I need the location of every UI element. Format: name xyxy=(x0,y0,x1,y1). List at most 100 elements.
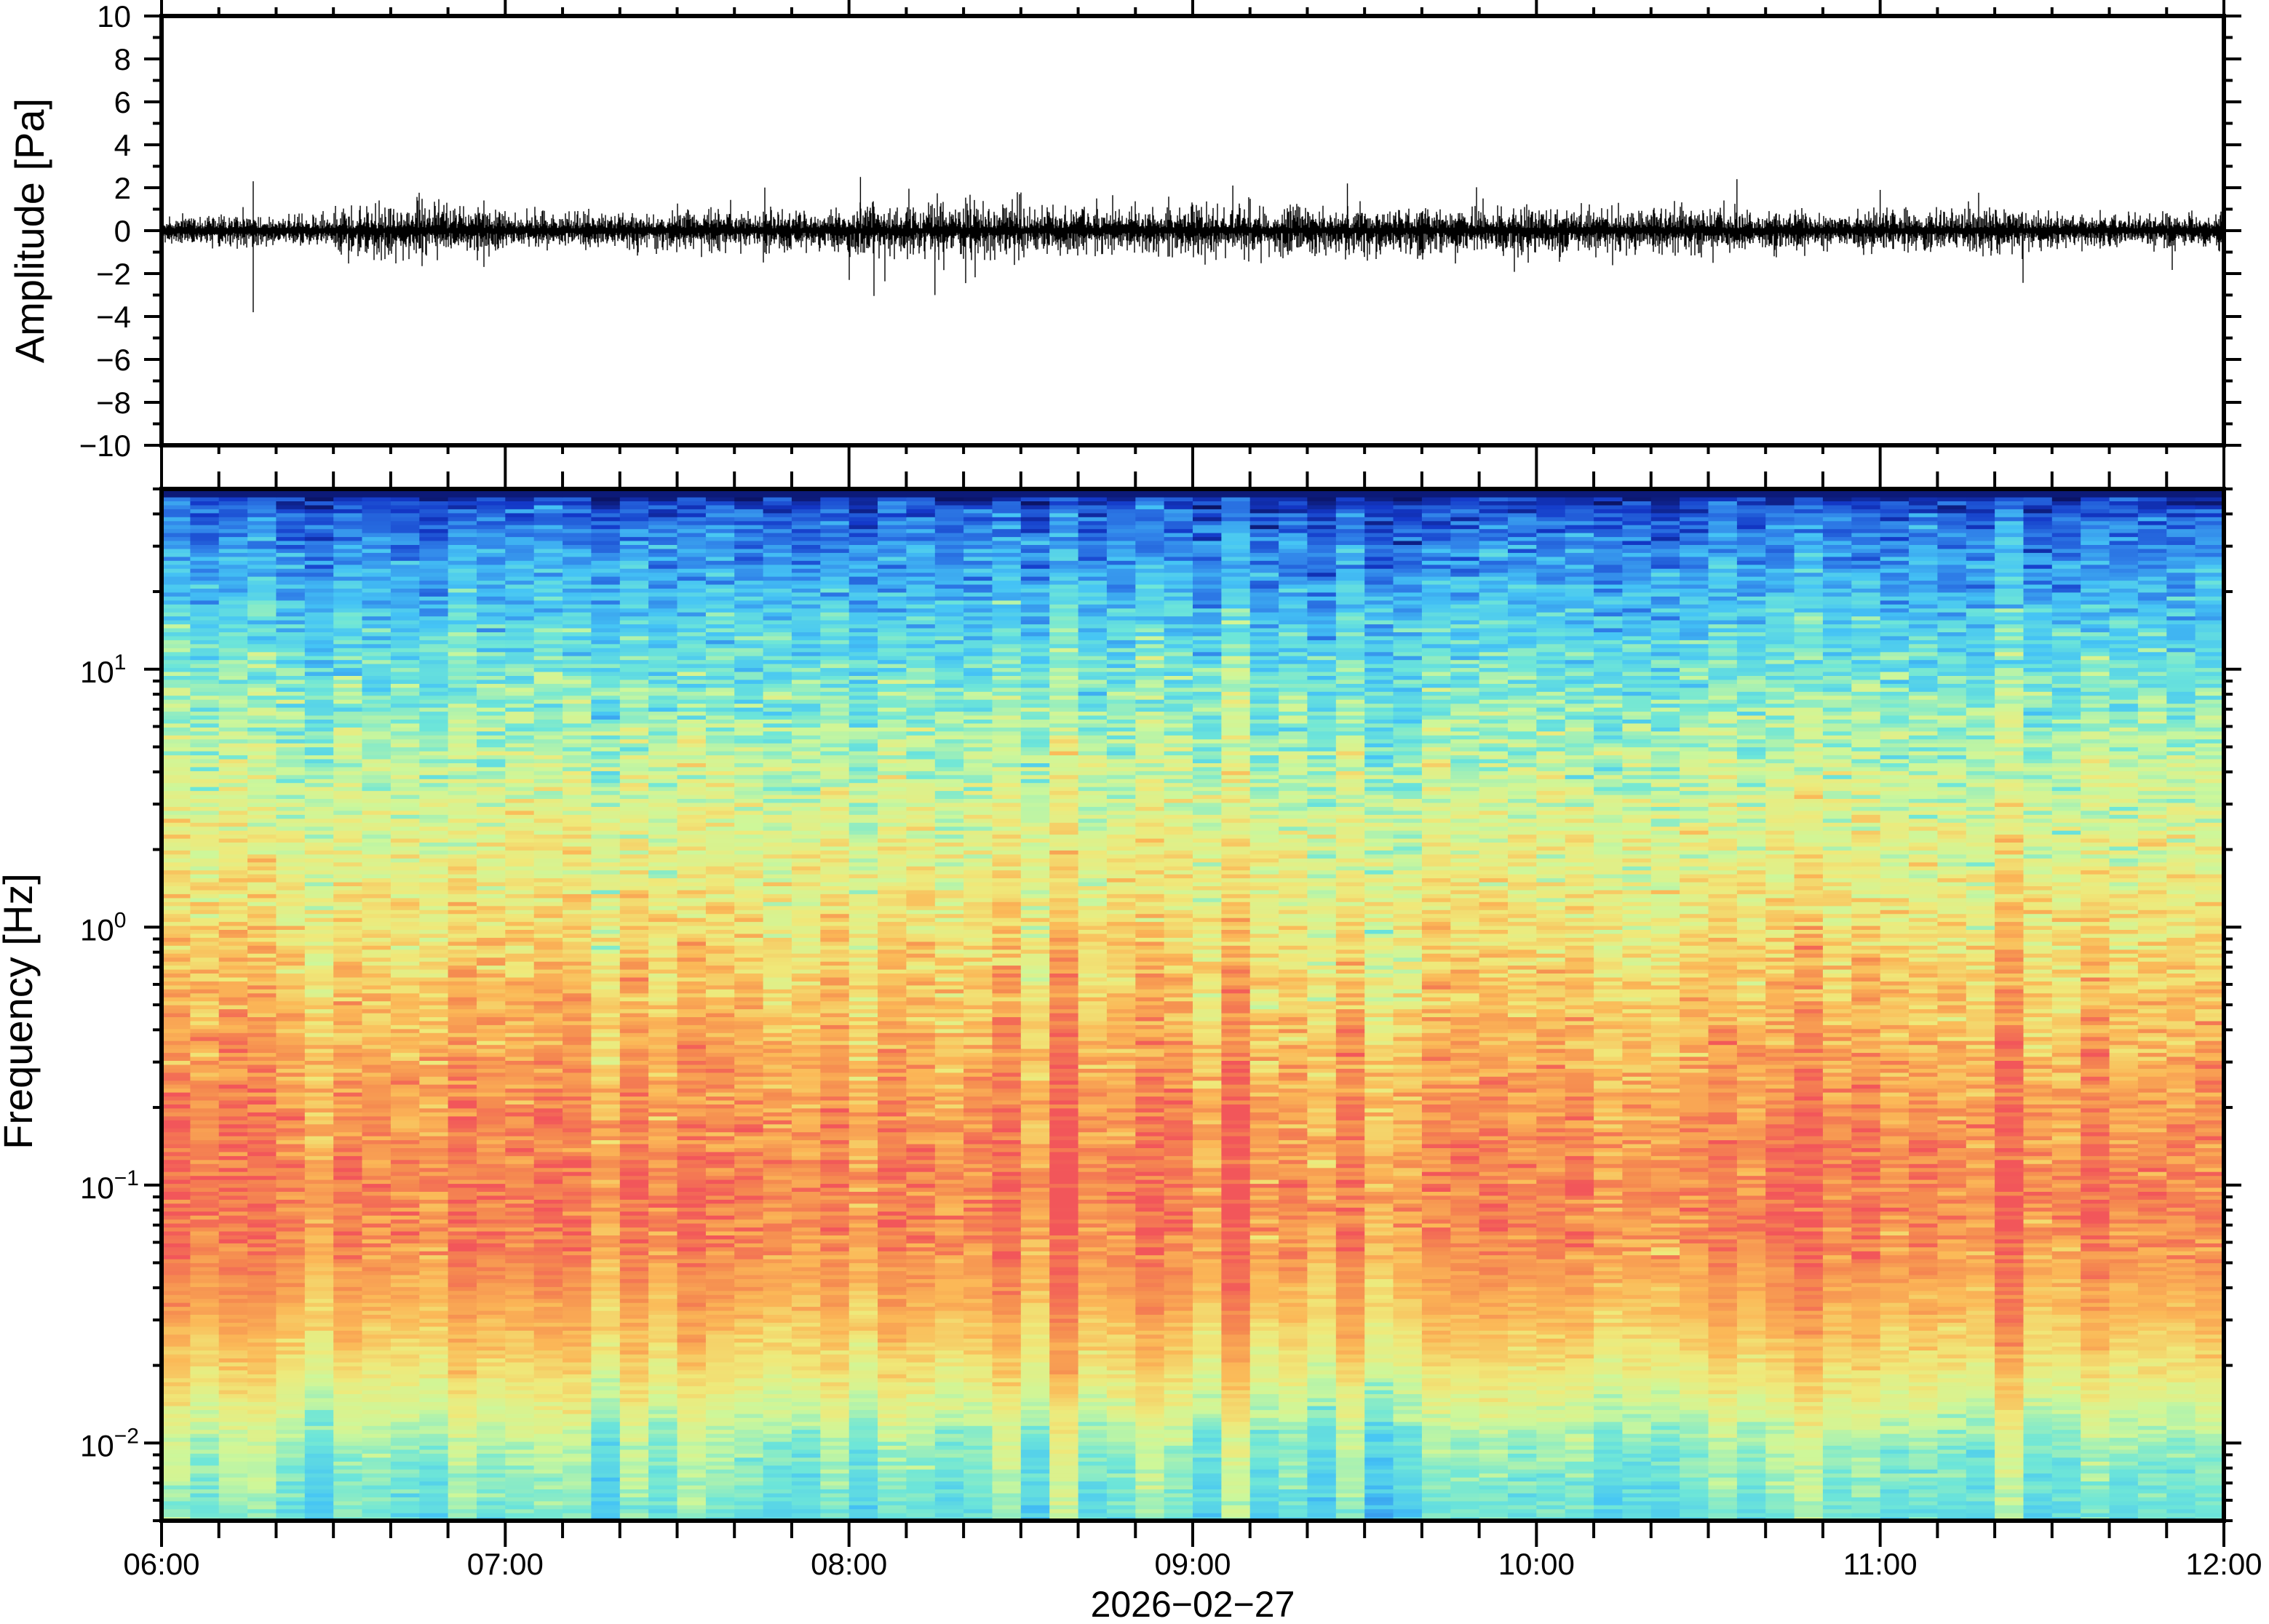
spectrogram-cell xyxy=(1249,1353,1279,1358)
spectrogram-cell xyxy=(247,1346,277,1351)
spectrogram-cell xyxy=(820,1334,850,1339)
spectrogram-cell xyxy=(362,1513,392,1518)
spectrogram-cell xyxy=(1221,1481,1251,1486)
spectrogram-cell xyxy=(1880,1322,1910,1327)
spectrogram-cell xyxy=(878,1286,907,1291)
spectrogram-cell xyxy=(2109,1278,2139,1283)
spectrogram-cell xyxy=(1565,1254,1594,1259)
spectrogram-cell xyxy=(304,1259,334,1264)
spectrogram-cell xyxy=(1335,1318,1365,1323)
spectrogram-cell xyxy=(1106,1358,1136,1363)
spectrogram-cell xyxy=(1135,1449,1165,1454)
spectrogram-cell xyxy=(190,1286,220,1291)
spectrogram-cell xyxy=(505,1350,535,1355)
spectrogram-cell xyxy=(505,1298,535,1303)
spectrogram-cell xyxy=(2109,1413,2139,1418)
spectrogram-cell xyxy=(934,1500,964,1505)
spectrogram-cell xyxy=(648,1369,678,1374)
spectrogram-cell xyxy=(2166,1465,2196,1470)
spectrogram-cell xyxy=(1249,1346,1279,1351)
spectrogram-cell xyxy=(505,1306,535,1311)
spectrogram-cell xyxy=(505,1318,535,1323)
spectrogram-cell xyxy=(1221,1441,1251,1446)
spectrogram-cell xyxy=(333,1437,363,1442)
spectrogram-cell xyxy=(362,1302,392,1307)
spectrogram-cell xyxy=(1909,1294,1938,1299)
spectrogram-cell xyxy=(1508,1393,1537,1398)
spectrogram-cell xyxy=(906,1314,936,1319)
spectrogram-cell xyxy=(1536,1358,1566,1363)
spectrogram-cell xyxy=(906,1425,936,1430)
spectrogram-cell xyxy=(1851,1405,1881,1410)
spectrogram-cell xyxy=(906,1405,936,1410)
spectrogram-cell xyxy=(1450,1382,1480,1387)
spectrogram-cell xyxy=(677,1421,707,1426)
spectrogram-cell xyxy=(1622,1441,1652,1446)
spectrogram-cell xyxy=(591,1469,621,1474)
spectrogram-cell xyxy=(1909,1326,1938,1331)
spectrogram-cell xyxy=(247,1492,277,1497)
spectrogram-cell xyxy=(1594,1322,1624,1327)
spectrogram-cell xyxy=(304,1318,334,1323)
spectrogram-cell xyxy=(1221,1413,1251,1418)
spectrogram-cell xyxy=(505,1513,535,1518)
spectrogram-cell xyxy=(619,1417,649,1422)
spectrogram-cell xyxy=(448,1251,477,1256)
spectrogram-cell xyxy=(1966,1484,1995,1489)
spectrogram-cell xyxy=(1049,1385,1079,1390)
spectrogram-cell xyxy=(1135,1338,1165,1343)
spectrogram-cell xyxy=(906,1441,936,1446)
spectrogram-cell xyxy=(448,1294,477,1299)
spectrogram-cell xyxy=(963,1437,993,1442)
spectrogram-cell xyxy=(162,1326,191,1331)
spectrogram-cell xyxy=(1594,1421,1624,1426)
spectrogram-cell xyxy=(1049,1310,1079,1315)
spectrogram-cell xyxy=(533,1397,563,1402)
spectrogram-cell xyxy=(1680,1417,1709,1422)
spectrogram-cell xyxy=(1536,1350,1566,1355)
spectrogram-cell xyxy=(1249,1278,1279,1283)
spectrogram-cell xyxy=(1135,1401,1165,1406)
spectrogram-cell xyxy=(963,1382,993,1387)
spectrogram-cell xyxy=(190,1350,220,1355)
spectrogram-cell xyxy=(1880,1350,1910,1355)
spectrogram-cell xyxy=(1822,1453,1852,1458)
spectrogram-cell xyxy=(791,1318,821,1323)
spectrogram-cell xyxy=(849,1374,878,1379)
spectrogram-cell xyxy=(1736,1409,1766,1414)
spectrogram-cell xyxy=(1822,1358,1852,1363)
spectrogram-cell xyxy=(2051,1449,2081,1454)
spectrogram-cell xyxy=(791,1449,821,1454)
spectrogram-cell xyxy=(1393,1286,1423,1291)
spectrogram-cell xyxy=(1106,1338,1136,1343)
spectrogram-cell xyxy=(849,1489,878,1494)
spectrogram-cell xyxy=(1479,1508,1509,1513)
spectrogram-cell xyxy=(1536,1377,1566,1382)
spectrogram-cell xyxy=(849,1377,878,1382)
spectrogram-cell xyxy=(963,1353,993,1358)
spectrogram-cell xyxy=(1966,1449,1995,1454)
spectrogram-cell xyxy=(1565,1484,1594,1489)
spectrogram-cell xyxy=(2051,1508,2081,1513)
spectrogram-cell xyxy=(1393,1401,1423,1406)
spectrogram-cell xyxy=(1851,1361,1881,1366)
spectrogram-cell xyxy=(1479,1298,1509,1303)
spectrogram-cell xyxy=(1794,1505,1824,1510)
spectrogram-cell xyxy=(533,1445,563,1450)
spectrogram-cell xyxy=(619,1262,649,1267)
spectrogram-cell xyxy=(1966,1366,1995,1371)
spectrogram-cell xyxy=(2109,1417,2139,1422)
spectrogram-cell xyxy=(563,1477,592,1482)
spectrogram-cell xyxy=(619,1377,649,1382)
spectrogram-cell xyxy=(1622,1262,1652,1267)
spectrogram-cell xyxy=(1508,1401,1537,1406)
spectrogram-cell xyxy=(1650,1361,1680,1366)
spectrogram-cell xyxy=(1106,1290,1136,1295)
spectrogram-cell xyxy=(2023,1505,2053,1510)
spectrogram-cell xyxy=(2137,1437,2167,1442)
spectrogram-cell xyxy=(591,1350,621,1355)
spectrogram-cell xyxy=(1680,1401,1709,1406)
spectrogram-cell xyxy=(1937,1513,1967,1518)
spectrogram-cell xyxy=(2081,1437,2110,1442)
spectrogram-cell xyxy=(1078,1358,1108,1363)
